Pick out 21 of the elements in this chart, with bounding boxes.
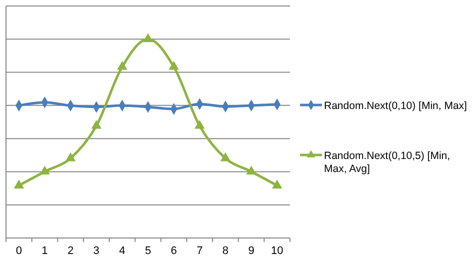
point [194,120,205,129]
x-tick-label: 4 [119,245,126,257]
x-tick-label: 8 [222,245,229,257]
x-tick-label: 5 [144,245,152,257]
x-tick-label: 0 [16,245,22,257]
x-tick-label: 3 [93,245,100,257]
point [40,166,50,175]
x-tick-label: 9 [248,245,254,257]
point [65,152,76,162]
point [272,180,282,188]
x-tick-label: 6 [170,245,177,257]
x-tick-label: 10 [270,245,284,257]
x-tick-label: 7 [196,245,203,257]
point [220,152,231,162]
x-tick-label: 1 [42,245,48,257]
legend-label: Random.Next(0,10,5) [Min, Max, Avg] [324,150,450,175]
point [91,120,102,129]
point [246,166,256,175]
x-tick-label: 2 [67,245,74,257]
point [14,180,24,188]
legend-label: Random.Next(0,10) [Min, Max] [324,100,468,112]
